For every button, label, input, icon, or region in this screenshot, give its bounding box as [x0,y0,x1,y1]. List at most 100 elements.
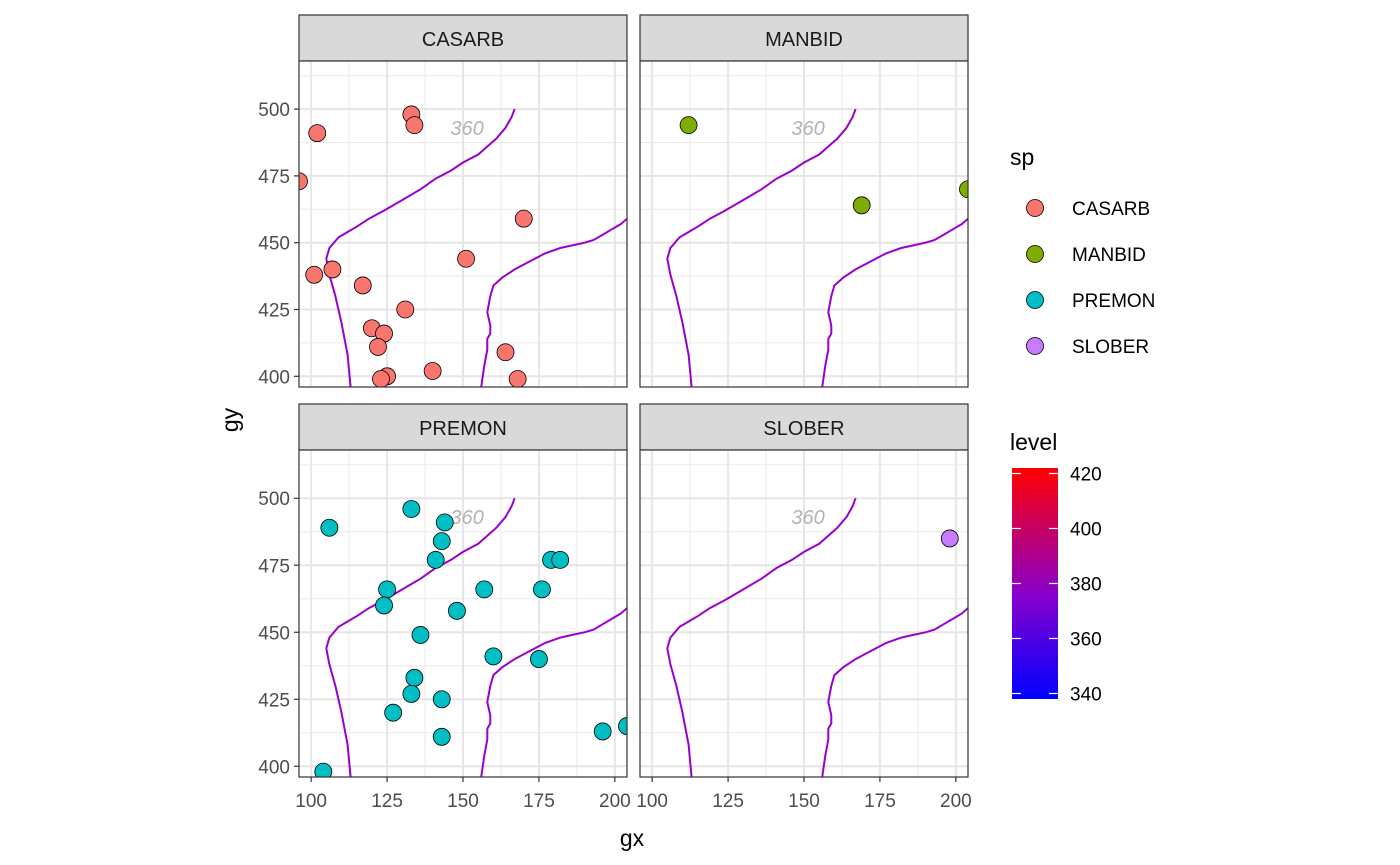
colorbar-tick-label: 360 [1070,630,1102,651]
y-tick-label: 450 [258,234,290,255]
point-premon [618,717,627,735]
point-premon [432,727,451,746]
point-casarb [372,370,390,387]
facet-manbid: MANBID 360 [639,14,969,388]
contour-label: 360 [450,118,483,140]
y-tick-label: 475 [258,167,290,188]
contour-line-2 [480,607,627,777]
panel-border [298,60,628,388]
y-tick-label: 500 [258,489,290,510]
colorbar-tick-label: 340 [1070,685,1102,706]
contour-line-1 [325,108,516,387]
legend-level: level 340 360 380 400 420 [1010,429,1102,706]
strip-label-manbid: MANBID [765,29,843,51]
facet-casarb: CASARB 360 [298,14,628,388]
point-premon [533,580,551,599]
legend-key-slober [1026,337,1044,355]
x-tick-label: 150 [788,791,820,812]
contour-line-2 [821,607,968,777]
point-premon [432,690,451,709]
point-manbid [959,180,968,199]
point-premon [426,550,445,569]
legend-label-slober: SLOBER [1072,337,1149,358]
colorbar-tick-label: 420 [1070,465,1102,486]
colorbar-tick-label: 380 [1070,575,1102,596]
strip-slober [639,403,969,451]
point-slober [940,529,959,548]
x-tick-label: 200 [599,791,631,812]
strip-label-premon: PREMON [419,418,507,440]
point-casarb [405,116,424,135]
x-tick-label: 175 [523,791,555,812]
x-tick-label: 175 [864,791,896,812]
panel-border [639,60,969,388]
contour-line-1 [666,108,857,387]
y-tick-label: 500 [258,100,290,121]
point-casarb [514,209,533,228]
x-tick-label: 100 [636,791,668,812]
legend-key-casarb [1026,199,1044,217]
facet-premon: PREMON 360 [298,403,628,778]
point-casarb [496,343,515,362]
point-premon [320,518,339,537]
y-axis-title: gy [217,407,243,432]
strip-manbid [639,14,969,62]
point-casarb [305,265,324,284]
legend-species-title: sp [1010,144,1034,170]
facet-panels: CASARB 360 MANBID 360 PREMON 360 SLOBER 360 [298,14,969,778]
point-premon [530,650,548,668]
point-casarb [369,338,387,356]
point-premon [405,668,424,687]
contour-line-2 [480,217,627,387]
point-casarb [396,300,415,319]
strip-premon [298,403,628,451]
axes: 400 425 450 475 500 400 425 450 475 500 100 125 150 1… [258,100,971,812]
point-premon [448,601,466,620]
legend-key-manbid [1026,245,1044,263]
point-premon [402,685,421,703]
legend-species: sp CASARB MANBID PREMON SLOBER [1010,144,1155,358]
legend-label-manbid: MANBID [1072,245,1146,266]
strip-casarb [298,14,628,62]
colorbar-tick-label: 400 [1070,520,1102,541]
point-casarb [457,249,475,268]
point-premon [375,596,393,615]
point-manbid [679,116,698,135]
point-casarb [323,260,342,279]
legend-label-premon: PREMON [1072,291,1155,312]
y-tick-label: 400 [258,757,290,778]
y-tick-label: 425 [258,301,290,322]
facet-slober: SLOBER 360 [639,403,969,778]
contour-label: 360 [791,118,824,140]
y-tick-label: 400 [258,367,290,388]
point-premon [411,626,430,644]
contour-label: 360 [450,507,483,529]
strip-label-casarb: CASARB [422,29,504,51]
x-tick-label: 125 [371,791,403,812]
contour-line-2 [821,217,968,387]
point-casarb [508,370,527,387]
point-premon [551,550,570,569]
point-casarb [353,276,372,295]
legend-key-premon [1026,291,1044,309]
x-axis-title: gx [620,825,645,851]
contour-line-1 [666,497,857,777]
point-manbid [852,196,871,215]
point-premon [384,703,403,722]
x-tick-label: 100 [295,791,327,812]
x-tick-label: 200 [940,791,972,812]
point-premon [593,722,612,741]
point-premon [475,580,494,599]
legend-label-casarb: CASARB [1072,199,1150,220]
x-tick-label: 150 [447,791,479,812]
y-tick-label: 425 [258,690,290,711]
point-casarb [423,362,442,380]
y-tick-label: 475 [258,556,290,577]
strip-label-slober: SLOBER [763,418,844,440]
point-premon [435,513,454,532]
contour-label: 360 [791,507,824,529]
legend-level-title: level [1010,429,1057,455]
y-tick-label: 450 [258,623,290,644]
x-tick-label: 125 [712,791,744,812]
